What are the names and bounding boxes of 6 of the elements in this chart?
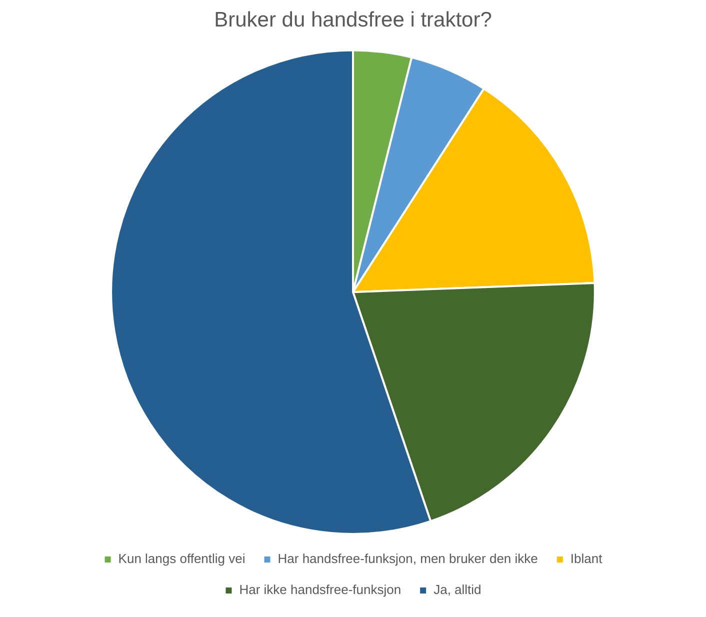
legend-label: Kun langs offentlig vei: [118, 551, 246, 566]
legend-label: Har handsfree-funksjon, men bruker den ikke: [278, 551, 538, 566]
chart-title: Bruker du handsfree i traktor?: [214, 8, 492, 32]
legend-label: Har ikke handsfree-funksjon: [239, 582, 402, 598]
legend-label: Iblant: [570, 551, 603, 566]
legend-label: Ja, alltid: [434, 582, 482, 598]
